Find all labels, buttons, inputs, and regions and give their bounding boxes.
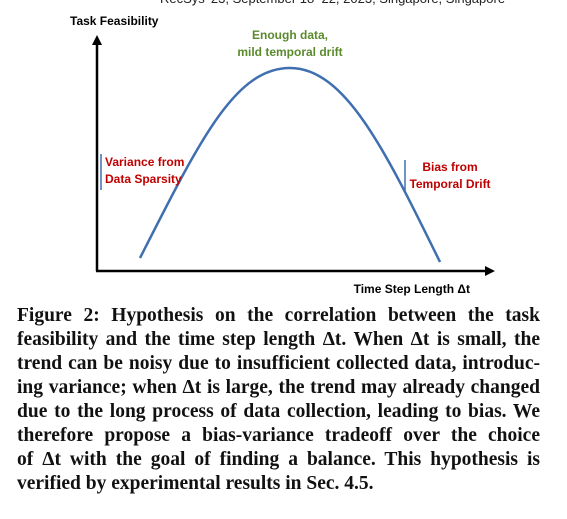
running-head: RecSys '23, September 18–22, 2023, Singa… [160, 0, 540, 6]
y-axis-label: Task Feasibility [70, 14, 159, 28]
caption-line: trend can be noisy due to insufficient c… [17, 353, 540, 374]
caption-line: therefore propose a bias-variance tradeo… [17, 425, 540, 446]
x-axis-label: Time Step Length Δt [354, 282, 470, 296]
feasibility-curve [138, 66, 442, 263]
figure-caption: Figure 2: Hypothesis on the correlation … [17, 304, 540, 496]
caption-line: ing variance; when Δt is large, the tren… [17, 377, 540, 398]
peak-label: mild temporal drift [237, 45, 342, 59]
left-label: Variance from [105, 155, 184, 169]
caption-line: due to the long process of data collecti… [17, 401, 540, 422]
right-label: Temporal Drift [409, 177, 490, 191]
peak-label: Enough data, [252, 28, 328, 42]
caption-line: of Δt with the goal of finding a balance… [17, 449, 540, 470]
caption-line: Figure 2: Hypothesis on the correlation … [17, 305, 540, 326]
left-label: Data Sparsity [105, 172, 182, 186]
diagram: Task Feasibility Time Step Length Δt Eno… [70, 14, 495, 296]
right-label: Bias from [422, 160, 477, 174]
caption-line: verified by experimental results in Sec.… [17, 473, 374, 494]
caption-line: feasibility and the time step length Δt.… [17, 329, 540, 350]
